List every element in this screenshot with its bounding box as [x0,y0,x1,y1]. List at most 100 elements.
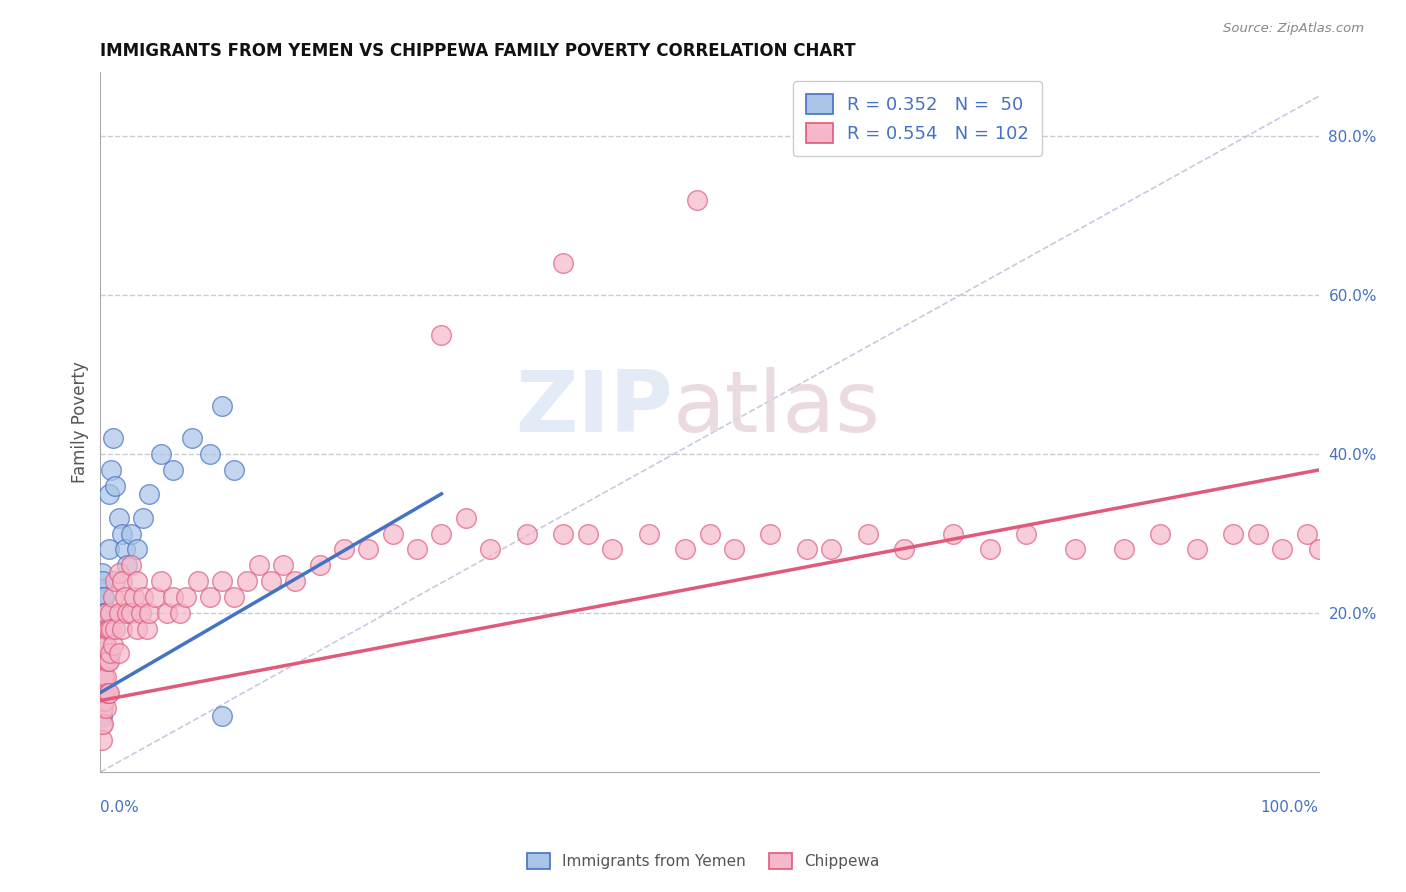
Point [93,622,115,636]
Point [125,574,148,589]
Point [100,622,122,636]
Point [93,670,115,684]
Point [90,678,112,692]
Point [90,701,112,715]
Point [430,526,453,541]
Point [856,526,879,541]
Point [1015,526,1038,541]
Point [91,654,114,668]
Point [553,526,575,541]
Point [333,542,356,557]
Point [150,447,173,461]
Point [138,606,160,620]
Point [104,574,127,589]
Point [271,558,294,573]
Point [224,463,246,477]
Point [90,670,112,684]
Point [91,670,114,684]
Point [224,590,246,604]
Point [90,598,112,612]
Point [90,654,112,668]
Point [93,654,115,668]
Point [97,542,120,557]
Point [97,654,120,668]
Point [637,526,659,541]
Point [430,327,453,342]
Point [93,606,115,620]
Point [125,542,148,557]
Point [180,431,202,445]
Point [91,574,114,589]
Point [129,606,152,620]
Text: 100.0%: 100.0% [1261,800,1319,815]
Text: IMMIGRANTS FROM YEMEN VS CHIPPEWA FAMILY POVERTY CORRELATION CHART: IMMIGRANTS FROM YEMEN VS CHIPPEWA FAMILY… [100,42,856,60]
Point [91,654,114,668]
Text: Source: ZipAtlas.com: Source: ZipAtlas.com [1223,22,1364,36]
Point [90,582,112,597]
Point [93,638,115,652]
Text: 0.0%: 0.0% [100,800,139,815]
Point [198,590,221,604]
Point [96,606,118,620]
Point [406,542,429,557]
Point [115,558,138,573]
Point [120,558,142,573]
Point [1271,542,1294,557]
Point [211,400,233,414]
Point [114,590,136,604]
Point [686,193,709,207]
Point [1185,542,1208,557]
Point [1247,526,1270,541]
Point [107,566,129,581]
Point [101,431,124,445]
Legend: R = 0.352   N =  50, R = 0.554   N = 102: R = 0.352 N = 50, R = 0.554 N = 102 [793,81,1042,155]
Point [114,542,136,557]
Point [576,526,599,541]
Point [94,638,117,652]
Point [104,479,127,493]
Point [120,606,142,620]
Point [111,574,134,589]
Point [96,670,118,684]
Point [893,542,915,557]
Point [143,590,166,604]
Point [107,646,129,660]
Point [187,574,209,589]
Point [104,622,127,636]
Point [93,590,115,604]
Point [93,654,115,668]
Point [90,717,112,731]
Point [93,693,115,707]
Point [91,701,114,715]
Point [942,526,965,541]
Point [454,510,477,524]
Point [91,685,114,699]
Point [479,542,502,557]
Point [98,606,121,620]
Point [93,638,115,652]
Point [169,606,191,620]
Point [97,685,120,699]
Point [107,606,129,620]
Point [94,685,117,699]
Point [94,622,117,636]
Point [94,654,117,668]
Point [673,542,696,557]
Point [91,590,114,604]
Point [381,526,404,541]
Point [97,654,120,668]
Point [162,463,184,477]
Point [107,510,129,524]
Point [357,542,380,557]
Point [90,662,112,676]
Point [97,685,120,699]
Text: ZIP: ZIP [515,367,673,450]
Point [979,542,1001,557]
Point [97,487,120,501]
Point [132,590,155,604]
Point [235,574,257,589]
Point [94,654,117,668]
Point [90,630,112,644]
Point [150,574,173,589]
Point [260,574,283,589]
